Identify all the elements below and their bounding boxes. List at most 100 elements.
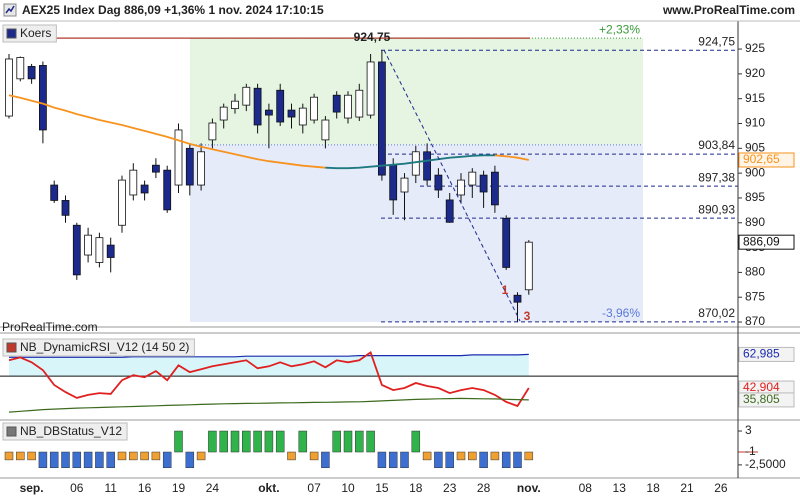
status-bar xyxy=(479,451,488,469)
status-bar xyxy=(388,451,398,469)
level-label: 890,93 xyxy=(698,202,735,216)
legend-icon xyxy=(6,342,17,353)
status-bar xyxy=(72,451,82,469)
candle-body xyxy=(490,171,499,206)
level-label: 870,02 xyxy=(698,306,735,320)
candle-body xyxy=(502,217,511,268)
candle-body xyxy=(264,109,273,116)
x-tick-label: sep. xyxy=(20,481,44,495)
candle-body xyxy=(298,107,307,126)
candle-body xyxy=(16,57,25,80)
status-bar xyxy=(61,451,70,469)
status-bar xyxy=(434,451,443,469)
status-bar xyxy=(174,430,183,453)
level-label: 897,38 xyxy=(698,170,735,184)
status-bar xyxy=(287,451,296,461)
candle-body xyxy=(434,174,443,191)
x-tick-label: 26 xyxy=(714,481,728,495)
rsi-band xyxy=(9,354,529,377)
candle-body xyxy=(84,234,92,256)
x-tick-label: 06 xyxy=(70,481,84,495)
status-bar xyxy=(253,430,262,453)
wave-marker: 3 xyxy=(524,309,531,323)
level-label: 924,75 xyxy=(698,34,735,48)
x-tick-label: 21 xyxy=(680,481,694,495)
x-tick-label: 08 xyxy=(579,481,593,495)
legend-icon xyxy=(6,28,17,39)
status-bar xyxy=(4,451,14,461)
candle-body xyxy=(253,87,262,126)
y-tick-label: 900 xyxy=(745,165,765,179)
status-bar xyxy=(377,451,387,469)
legend-box xyxy=(2,338,195,357)
high-annotation: 924,75 xyxy=(354,30,391,44)
y-tick-label: 920 xyxy=(745,66,765,80)
x-tick-label: nov. xyxy=(517,481,541,495)
status-bar xyxy=(501,451,511,469)
last-value-label: 35,805 xyxy=(743,392,780,406)
y-tick-label: 915 xyxy=(745,91,765,105)
status-bar xyxy=(343,430,353,453)
candle-body xyxy=(276,89,285,123)
status-bar xyxy=(456,451,466,461)
indicator-line xyxy=(9,353,529,358)
last-value-label: 42,904 xyxy=(743,380,780,394)
candle-body xyxy=(27,66,36,80)
candle-body xyxy=(242,86,251,106)
candle-body xyxy=(287,109,296,118)
status-bar xyxy=(468,451,477,461)
header-icon-glyph xyxy=(5,5,15,14)
candle-body xyxy=(50,184,59,201)
candle-body xyxy=(355,89,364,118)
x-tick-label: 23 xyxy=(443,481,457,495)
moving-average xyxy=(325,154,495,170)
candle-body xyxy=(174,129,183,186)
status-bar xyxy=(140,451,149,461)
status-bar xyxy=(117,451,127,461)
x-tick-label: 24 xyxy=(206,481,220,495)
last-value-box xyxy=(738,234,795,250)
candle-body xyxy=(208,122,217,141)
indicator-line xyxy=(8,397,529,413)
candle-body xyxy=(185,147,194,186)
indicator-line xyxy=(8,350,530,408)
status-bar xyxy=(83,451,93,469)
last-value-box xyxy=(738,346,795,362)
legend: NB_DBStatus_V12 xyxy=(20,424,122,438)
candle-body xyxy=(389,164,398,201)
status-bar xyxy=(208,430,217,453)
candle-body xyxy=(129,169,138,196)
chart-area: +2,33% -3,96% 924,75 903,84 897,38 890,93 870,… xyxy=(0,20,800,495)
y-tick-label: 925 xyxy=(745,41,765,55)
x-tick-label: 28 xyxy=(477,481,491,495)
x-tick-label: 07 xyxy=(307,481,321,495)
candle-body xyxy=(513,294,522,303)
legend: NB_DynamicRSI_V12 (14 50 2) xyxy=(20,340,189,354)
moving-average xyxy=(8,94,529,169)
status-bar xyxy=(129,451,138,461)
header-title: AEX25 Index Dag 886,09 +1,36% 1 nov. 202… xyxy=(22,3,324,17)
candle-body xyxy=(39,65,47,131)
candle-body xyxy=(61,200,70,216)
candle-body xyxy=(468,171,477,186)
candle-body xyxy=(163,169,172,211)
candle-body xyxy=(457,179,465,196)
status-bar xyxy=(151,451,161,461)
candle-body xyxy=(400,177,409,193)
status-bar xyxy=(275,430,285,453)
status-bar xyxy=(49,451,59,469)
y-tick-label: 880 xyxy=(745,265,765,279)
status-bar xyxy=(400,451,409,469)
y-tick-label: 890 xyxy=(745,215,765,229)
x-tick-label: 18 xyxy=(646,481,660,495)
last-value-box xyxy=(738,392,795,408)
wave-marker: 1 xyxy=(502,283,509,297)
candle-body xyxy=(95,237,104,263)
zone-label: +2,33% xyxy=(599,22,640,36)
zone xyxy=(190,38,643,145)
status-bar xyxy=(411,430,421,453)
candle-body xyxy=(5,58,13,117)
last-value-box xyxy=(738,152,795,168)
x-tick-label: 15 xyxy=(375,481,389,495)
